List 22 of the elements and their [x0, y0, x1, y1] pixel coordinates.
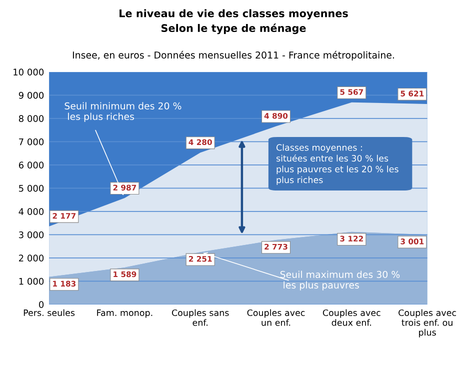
y-tick-label: 2 000 [18, 254, 44, 262]
chart-subtitle: Insee, en euros - Données mensuelles 2011 - France métropolitaine. [72, 50, 394, 60]
x-tick-label: Couples avec deux enf. [322, 309, 380, 326]
y-tick-label: 3 000 [19, 231, 44, 238]
y-tick-label: 10 000 [14, 68, 44, 76]
y-tick-label: 5 000 [19, 184, 44, 192]
x-tick-label: Fam. monop. [97, 310, 152, 318]
annotation: Seuil minimum des 20 % les plus riches [64, 102, 182, 122]
y-tick-label: 1 000 [19, 278, 44, 285]
y-tick-label: 4 000 [18, 208, 44, 215]
y-tick-label: 9 000 [18, 92, 44, 99]
y-tick-label: 8 000 [18, 115, 44, 122]
y-tick-label: 6 000 [18, 162, 44, 168]
x-tick-label: Pers. seules [24, 309, 75, 316]
x-tick-label: Couples sans enf. [172, 309, 229, 326]
y-tick-label: 7 000 [19, 138, 44, 146]
x-tick-label: Couples avec trois enf. ou plus [398, 309, 456, 338]
annotation: Seuil maximum des 30 % les plus pauvres [280, 270, 400, 290]
x-tick-label: Couples avec un enf. [247, 309, 305, 326]
annotation: Classes moyennes : situées entre les 30 % les plus pauvres et les 20 % les plus riches [276, 144, 398, 185]
chart-title: Le niveau de vie des classes moyennes Selon le type de ménage [120, 9, 348, 34]
y-tick-label: 0 [39, 301, 44, 308]
